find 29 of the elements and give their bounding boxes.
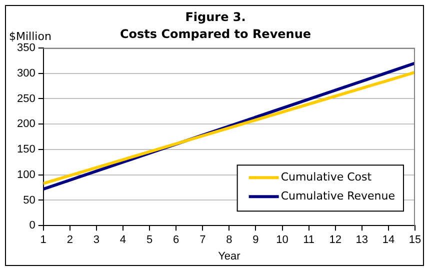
y-tick-label: 200 — [16, 118, 36, 130]
x-axis-title: Year — [218, 250, 241, 262]
legend-label: Cumulative Cost — [280, 170, 372, 184]
y-tick-label: 350 — [16, 42, 36, 54]
x-tick-label: 5 — [146, 234, 153, 246]
legend-label: Cumulative Revenue — [280, 189, 396, 202]
x-tick-label: 11 — [303, 234, 315, 246]
y-axis-title: $Million — [9, 30, 52, 43]
x-tick-label: 15 — [408, 234, 422, 246]
y-tick-label: 100 — [16, 168, 36, 181]
y-tick-label: 250 — [16, 92, 36, 105]
x-tick-label: 2 — [66, 234, 73, 246]
x-tick-label: 7 — [200, 234, 206, 246]
y-tick-label: 150 — [16, 144, 36, 156]
chart-title: Figure 3. — [184, 9, 247, 26]
x-tick-label: 6 — [173, 234, 180, 246]
x-tick-label: 14 — [382, 234, 395, 246]
x-tick-label: 9 — [252, 234, 259, 246]
x-tick-label: 8 — [226, 234, 232, 246]
y-tick-label: 0 — [29, 220, 36, 232]
x-tick-label: 13 — [356, 234, 368, 246]
x-tick-label: 4 — [120, 234, 126, 246]
y-tick-label: 50 — [23, 194, 36, 206]
x-tick-label: 1 — [40, 234, 46, 246]
chart-subtitle: Costs Compared to Revenue — [120, 27, 312, 41]
x-tick-label: 10 — [276, 234, 288, 246]
x-tick-label: 3 — [93, 234, 100, 246]
x-tick-label: 12 — [329, 234, 342, 246]
y-tick-label: 300 — [16, 67, 36, 80]
